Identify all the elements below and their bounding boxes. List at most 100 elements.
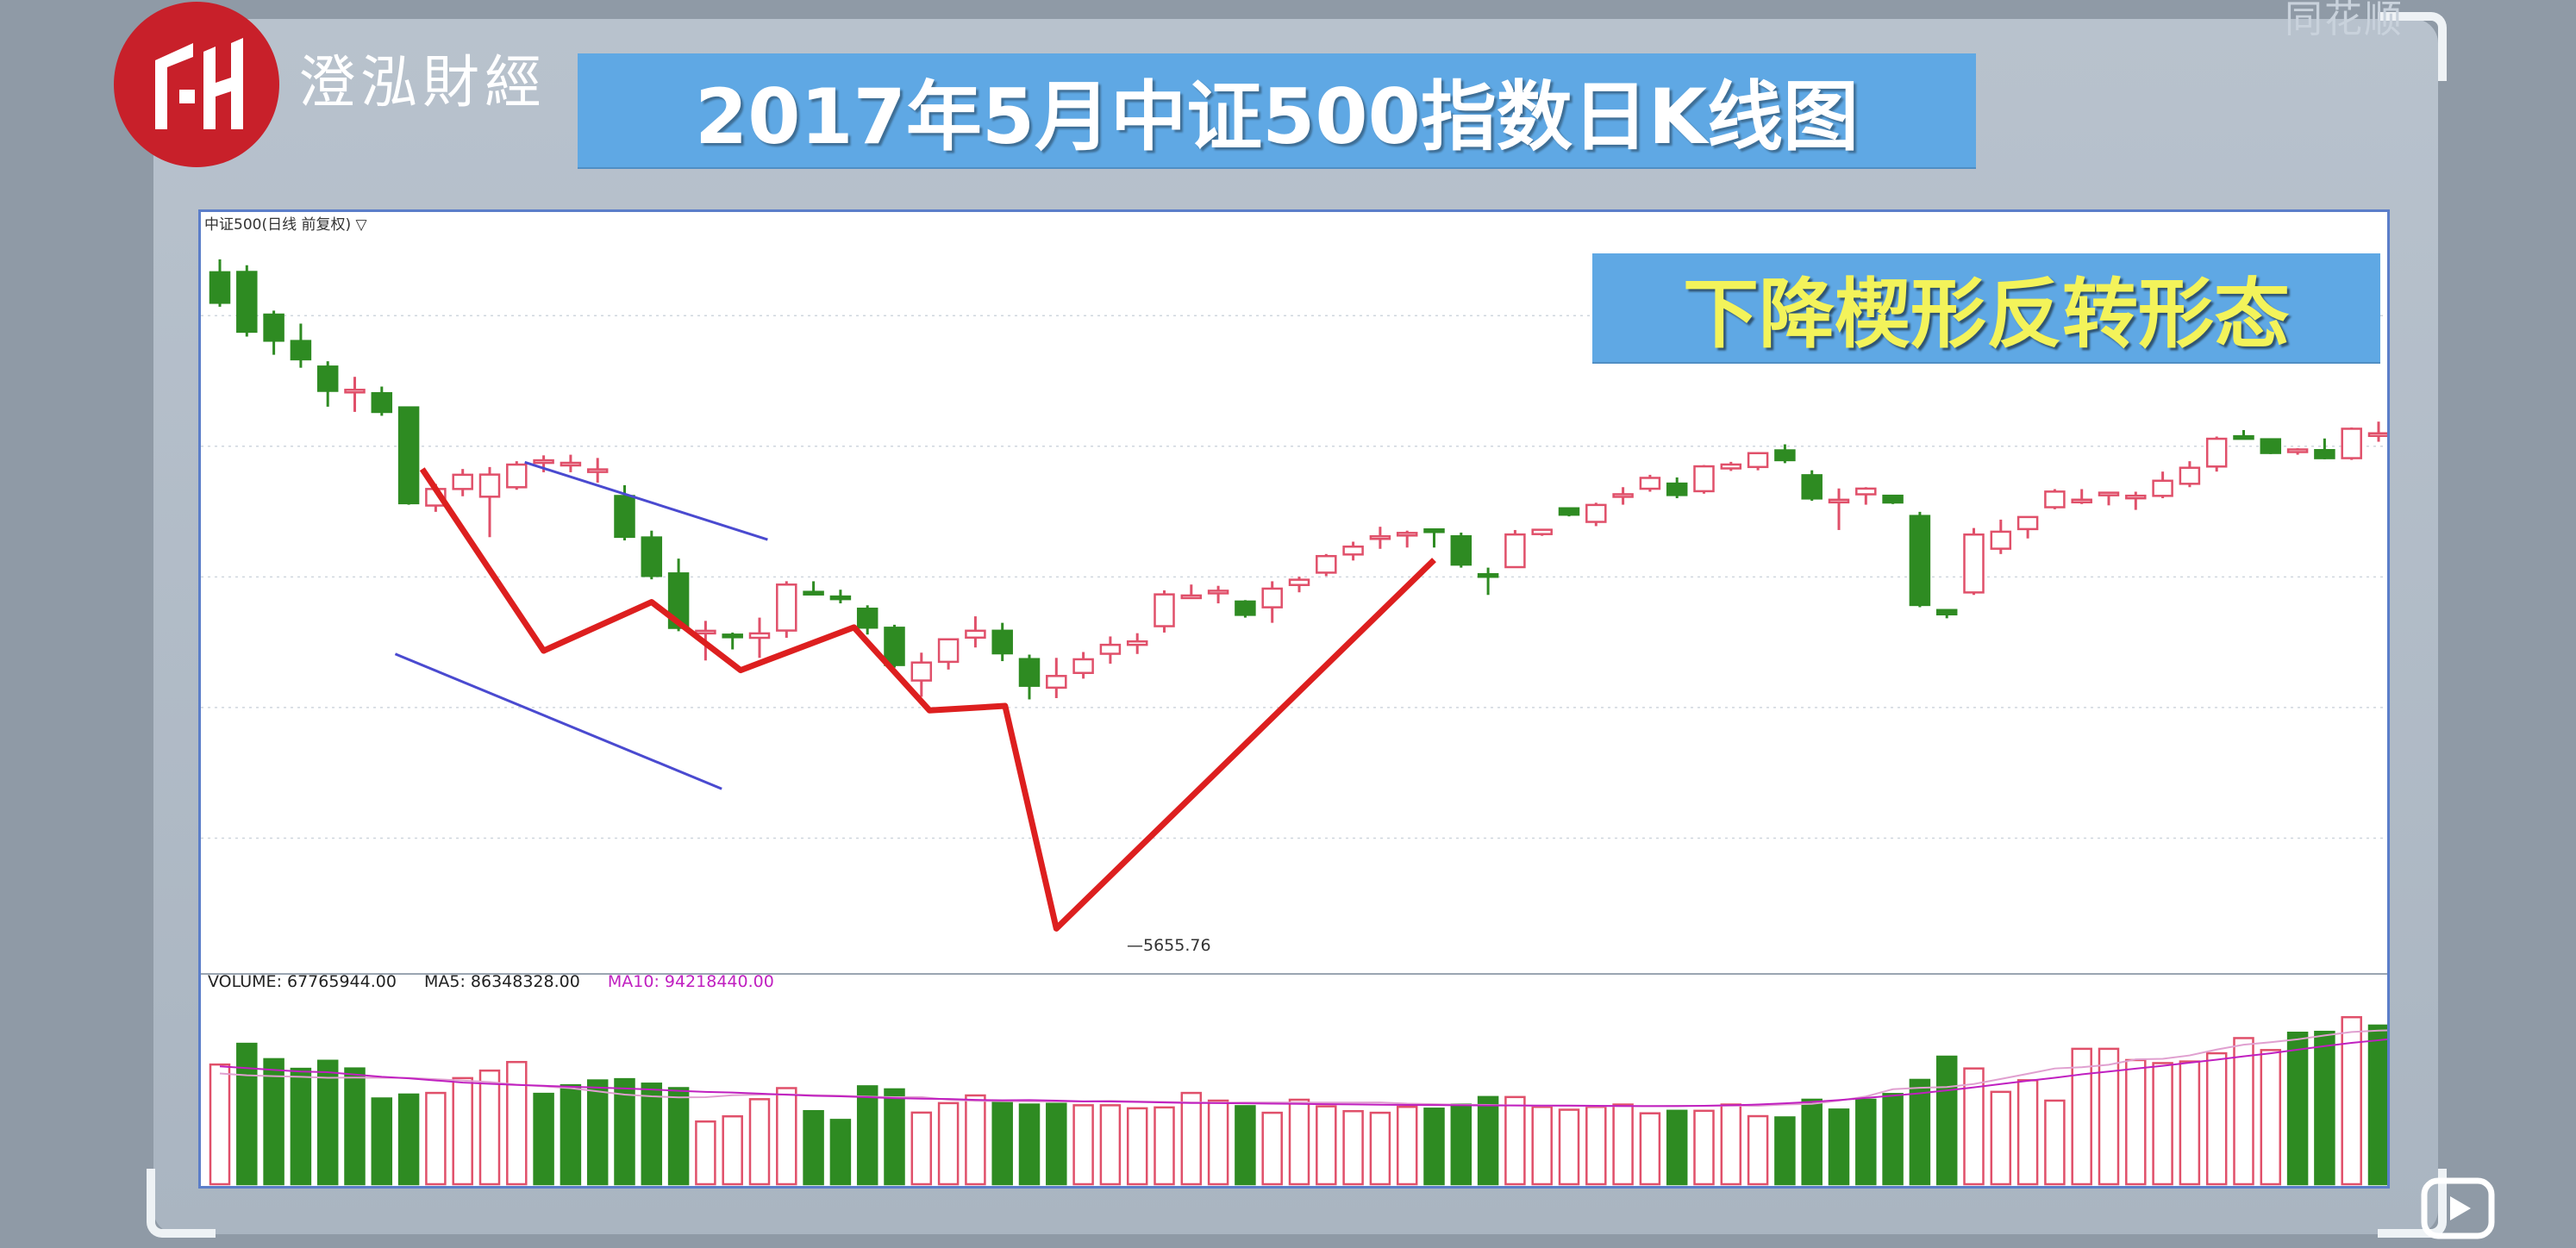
candle-body (1397, 533, 1416, 535)
candle-body (1641, 477, 1660, 489)
candle-body (1425, 529, 1444, 532)
volume-bar (1803, 1100, 1822, 1184)
play-icon[interactable] (2421, 1169, 2495, 1243)
candle-body (318, 366, 337, 390)
candle-body (885, 627, 904, 665)
volume-bar (1775, 1117, 1794, 1184)
candle-body (210, 272, 229, 303)
candle-body (1695, 466, 1714, 491)
candle-body (1560, 509, 1579, 515)
volume-bar (1560, 1110, 1579, 1184)
candle-body (1586, 505, 1605, 522)
candle-body (858, 608, 877, 627)
volume-bar (399, 1095, 418, 1184)
volume-bar (777, 1088, 796, 1184)
volume-bar (1397, 1107, 1416, 1184)
volume-bar (1856, 1100, 1875, 1184)
volume-bar (1667, 1111, 1686, 1184)
candle-body (399, 408, 418, 503)
volume-bar (346, 1069, 365, 1184)
candle-body (1991, 532, 2010, 549)
candle-body (2235, 436, 2254, 439)
candle-body (2342, 428, 2361, 458)
volume-bar (750, 1099, 769, 1184)
volume-bar (1695, 1111, 1714, 1184)
candle-body (1505, 534, 1524, 567)
volume-bar (1479, 1097, 1497, 1184)
volume-bar (1614, 1105, 1633, 1184)
ma5-value: MA5: 86348328.00 (424, 972, 580, 991)
candle-body (804, 592, 823, 595)
volume-bar (480, 1070, 499, 1184)
volume-bar (237, 1044, 256, 1184)
volume-bar (1937, 1057, 1956, 1184)
volume-bar (1155, 1108, 1174, 1184)
candle-body (1775, 451, 1794, 460)
candle-body (1074, 659, 1093, 673)
volume-bar (831, 1120, 850, 1184)
candle-body (1856, 489, 1875, 495)
candle-body (480, 475, 499, 497)
candle-body (1020, 659, 1039, 686)
volume-bar (1505, 1097, 1524, 1184)
candle-body (291, 341, 310, 359)
volume-bar (535, 1094, 553, 1184)
candle-body (1829, 500, 1848, 502)
candle-body (1479, 574, 1497, 577)
volume-bar (642, 1083, 661, 1184)
candle-body (2288, 449, 2307, 452)
volume-bar (1910, 1080, 1929, 1184)
candle-body (2126, 496, 2145, 498)
volume-bar (1074, 1105, 1093, 1184)
volume-bar (1452, 1105, 1471, 1184)
volume-bar (1263, 1113, 1282, 1184)
volume-bar (453, 1078, 472, 1184)
volume-bar (318, 1061, 337, 1184)
candle-body (535, 460, 553, 463)
volume-bar (2235, 1038, 2254, 1184)
volume-bar (1425, 1108, 1444, 1184)
volume-bar (507, 1062, 526, 1184)
candle-body (1614, 494, 1633, 496)
volume-bar (2099, 1049, 2118, 1184)
volume-bar (1047, 1104, 1066, 1184)
volume-bar (2207, 1053, 2226, 1184)
candle-body (265, 315, 284, 340)
volume-bar (2369, 1026, 2387, 1184)
candle-body (1722, 465, 1741, 469)
candle-body (2180, 468, 2199, 484)
volume-bar (2288, 1033, 2307, 1184)
volume-bar (1128, 1108, 1147, 1184)
volume-bar (588, 1081, 607, 1184)
volume-bar (885, 1089, 904, 1184)
volume-bar (2045, 1101, 2064, 1184)
candle-body (1101, 645, 1120, 653)
candle-body (2369, 434, 2387, 436)
candle-body (1748, 453, 1767, 467)
zigzag-annotation-line (422, 469, 1435, 928)
candle-body (372, 393, 391, 412)
brand-name: 澄泓財經 (298, 36, 547, 119)
volume-bar (265, 1059, 284, 1184)
candle-body (346, 390, 365, 392)
volume-bar (1020, 1105, 1039, 1184)
low-price-value: 5655.76 (1143, 936, 1211, 955)
candle-body (2315, 450, 2334, 458)
candle-body (642, 538, 661, 577)
volume-bar (1235, 1106, 1254, 1184)
candle-body (993, 631, 1012, 653)
volume-bar (993, 1101, 1012, 1184)
kline-chart-panel: 中证500(日线 前复权) ▽ 下降楔形反转形态 —5655.76 VOLUME… (198, 209, 2390, 1189)
volume-bar (1722, 1105, 1741, 1184)
candle-body (2154, 481, 2173, 496)
volume-bar (1344, 1111, 1363, 1184)
candle-body (1452, 536, 1471, 565)
candle-body (696, 631, 715, 633)
candle-body (2099, 493, 2118, 496)
volume-bar (2018, 1080, 2037, 1184)
candle-body (2261, 440, 2280, 453)
candle-body (1533, 530, 1552, 534)
volume-bar (1101, 1105, 1120, 1184)
candle-body (237, 272, 256, 332)
candle-body (2207, 439, 2226, 466)
